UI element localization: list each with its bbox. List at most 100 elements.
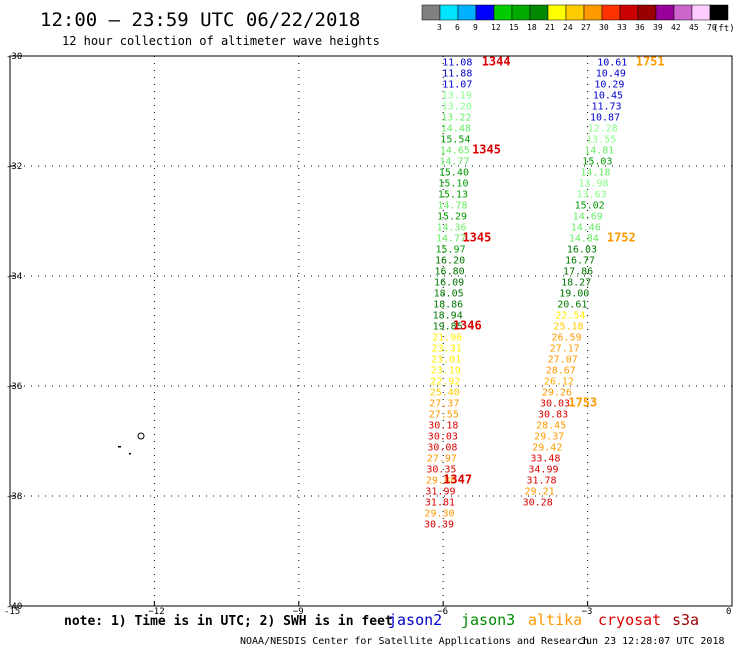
pass-time-label: 1344	[482, 55, 511, 69]
wave-height-value: 29.42	[532, 443, 562, 454]
y-tick-label: -32	[6, 162, 22, 172]
wave-height-value: 13.98	[578, 179, 608, 190]
wave-height-value: 30.08	[427, 443, 457, 454]
legend-entry: jason3	[461, 611, 515, 629]
colorbar-label: 15	[509, 23, 519, 32]
coastline-islands	[118, 432, 145, 455]
colorbar-swatch	[619, 4, 639, 21]
wave-height-value: 30.03	[540, 399, 570, 410]
legend-entry: cryosat	[598, 611, 661, 629]
wave-height-value: 14.48	[441, 124, 471, 135]
colorbar-label: 18	[527, 23, 537, 32]
pass-time-labels: 1344 1345 1345 1346 1347 1751 1752 1753	[443, 55, 664, 487]
wave-height-value: 23.01	[431, 355, 461, 366]
x-tick-label: −9	[293, 607, 304, 617]
wave-height-value: 30.35	[426, 465, 456, 476]
footer-credit: NOAA/NESDIS Center for Satellite Applica…	[240, 636, 589, 647]
wave-height-value: 13.63	[577, 190, 607, 201]
wave-height-value: 27.17	[550, 344, 580, 355]
colorbar-swatch	[709, 4, 729, 21]
wave-height-value: 27.55	[429, 410, 459, 421]
wave-height-value: 29.30	[424, 509, 454, 520]
colorbar-unit: (ft)	[713, 24, 735, 34]
wave-height-value: 10.29	[594, 80, 624, 91]
axis-ticks: -30 -32 -34 -36 -38 -40-15 −12 −9 −6 −3 0	[4, 52, 733, 617]
y-tick-label: -30	[6, 52, 22, 62]
wave-height-value: 17.86	[563, 267, 593, 278]
wave-height-value: 18.05	[434, 289, 464, 300]
wave-height-value: 10.49	[596, 69, 626, 80]
wave-height-value: 21.96	[432, 333, 462, 344]
wave-height-value: 14.69	[573, 212, 603, 223]
legend-entry: s3a	[672, 611, 699, 629]
wave-height-value: 11.07	[442, 80, 472, 91]
wave-height-value: 27.97	[427, 454, 457, 465]
wave-height-value: 22.54	[555, 311, 585, 322]
wave-height-value: 25.40	[430, 388, 460, 399]
colorbar-label: 24	[563, 23, 573, 32]
x-tick-label: 0	[726, 607, 731, 617]
wave-height-value: 28.45	[536, 421, 566, 432]
wave-height-value: 15.10	[438, 179, 468, 190]
y-tick-label: -36	[6, 382, 22, 392]
wave-height-value: 13.19	[442, 91, 472, 102]
wave-height-value: 29.21	[525, 487, 555, 498]
wave-height-value: 18.86	[433, 300, 463, 311]
wave-height-value: 28.67	[546, 366, 576, 377]
note-text: note: 1) Time is in UTC; 2) SWH is in fe…	[64, 614, 393, 629]
wave-height-value: 16.03	[567, 245, 597, 256]
colorbar-label: 70	[707, 23, 717, 32]
wave-height-value: 19.00	[559, 289, 589, 300]
wave-height-value: 14.77	[439, 157, 469, 168]
wave-height-value: 23.31	[432, 344, 462, 355]
wave-height-value: 27.37	[429, 399, 459, 410]
pass-time-label: 1345	[462, 231, 491, 245]
colorbar-swatch	[565, 4, 585, 21]
wave-height-value: 30.03	[428, 432, 458, 443]
wave-height-value: 13.55	[586, 135, 616, 146]
colorbar-label: 9	[473, 23, 478, 32]
colorbar-swatch	[511, 4, 531, 21]
wave-height-value: 16.09	[434, 278, 464, 289]
island-marker	[129, 453, 131, 455]
colorbar-label: 21	[545, 23, 555, 32]
wave-height-value: 15.02	[575, 201, 605, 212]
legend-entry: jason2	[388, 611, 442, 629]
wave-height-value: 15.40	[439, 168, 469, 179]
wave-height-value: 29.37	[534, 432, 564, 443]
colorbar-swatch	[583, 4, 603, 21]
wave-height-value: 15.03	[582, 157, 612, 168]
wave-height-value: 29.88	[426, 476, 456, 487]
wave-height-value: 26.12	[544, 377, 574, 388]
wave-height-value: 15.13	[438, 190, 468, 201]
colorbar-swatch	[547, 4, 567, 21]
wave-height-value: 13.22	[441, 113, 471, 124]
wave-height-value: 13.20	[442, 102, 472, 113]
wave-height-value: 11.88	[442, 69, 472, 80]
plot-frame	[9, 55, 733, 607]
wave-height-labels: 11.0811.8811.0713.1913.2013.2214.4815.54…	[424, 58, 627, 531]
colorbar-swatch	[655, 4, 675, 21]
wave-height-value: 18.94	[433, 311, 463, 322]
chart-subtitle: 12 hour collection of altimeter wave hei…	[62, 34, 380, 48]
wave-height-value: 14.78	[437, 201, 467, 212]
wave-height-value: 19.85	[433, 322, 463, 333]
colorbar-label: 6	[455, 23, 460, 32]
wave-height-value: 22.92	[430, 377, 460, 388]
y-tick-label: -38	[6, 492, 22, 502]
wave-height-value: 34.99	[528, 465, 558, 476]
wave-height-value: 30.83	[538, 410, 568, 421]
wave-height-value: 15.29	[437, 212, 467, 223]
pass-time-label: 1345	[472, 143, 501, 157]
chart-title: 12:00 – 23:59 UTC 06/22/2018	[40, 9, 360, 31]
wave-height-value: 23.19	[431, 366, 461, 377]
legend-entry: altika	[528, 611, 582, 629]
wave-height-value: 27.07	[548, 355, 578, 366]
colorbar-label: 45	[689, 23, 699, 32]
colorbar-label: 3	[437, 23, 442, 32]
colorbar-label: 39	[653, 23, 663, 32]
wave-height-value: 14.46	[571, 223, 601, 234]
wave-height-value: 14.81	[584, 146, 614, 157]
colorbar-label: 36	[635, 23, 645, 32]
